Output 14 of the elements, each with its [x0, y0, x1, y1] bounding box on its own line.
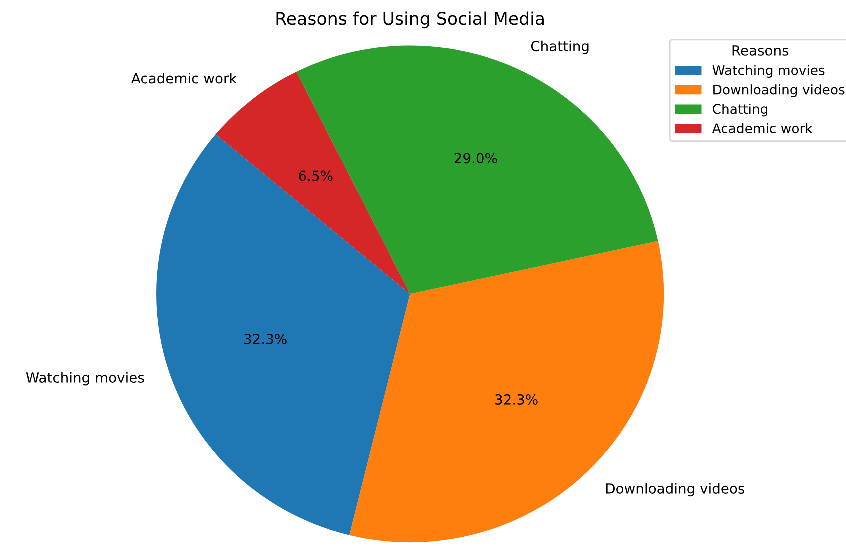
- data-label: 32.3%: [244, 334, 287, 344]
- slice-label: Chatting: [531, 40, 589, 54]
- legend-label: Downloading videos: [714, 84, 845, 98]
- slice-label: Watching movies: [26, 372, 144, 386]
- legend-title: Reasons: [732, 46, 789, 56]
- data-label: 6.5%: [299, 170, 333, 182]
- slice-label: Academic work: [132, 73, 238, 84]
- legend-label: Academic work: [712, 123, 813, 134]
- chart-title: Reasons for Using Social Media: [276, 12, 544, 29]
- slice-label: Downloading videos: [606, 483, 745, 497]
- legend-label: Watching movies: [712, 65, 825, 78]
- data-label: 29.0%: [454, 153, 498, 164]
- data-label: 32.3%: [496, 394, 538, 405]
- legend-label: Chatting: [713, 104, 768, 117]
